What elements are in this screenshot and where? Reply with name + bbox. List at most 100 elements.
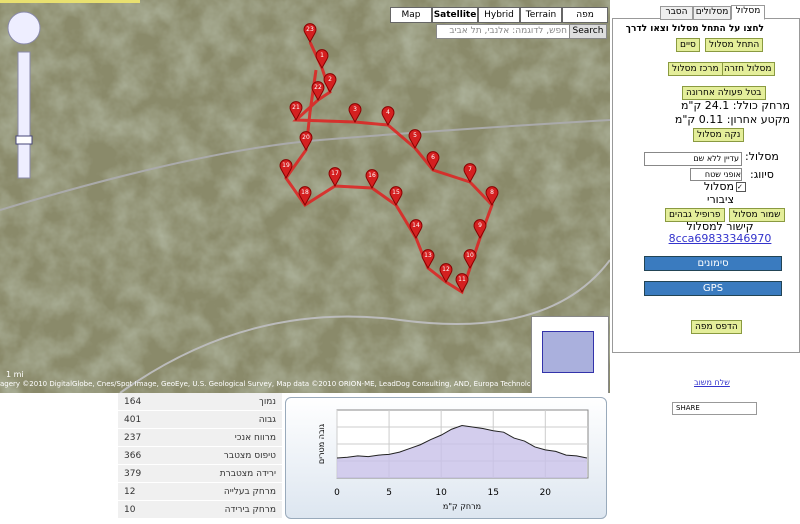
marks-button[interactable]: סימונים — [644, 256, 782, 271]
marker — [426, 151, 440, 172]
label: מסלול ציבורי — [703, 180, 734, 206]
marker-label: 19 — [282, 162, 290, 169]
marker — [408, 129, 422, 150]
scale: 1 mi — [6, 370, 24, 379]
road — [0, 119, 610, 211]
marker-label: 5 — [413, 132, 417, 139]
stats-table: נמוך 164 גבוה 401 מרווח אנכי 237 טיפוס מצטבר 36… — [118, 393, 282, 519]
zoom-slider[interactable] — [17, 51, 31, 179]
map-type[interactable]: Terrain — [520, 7, 562, 23]
road — [119, 259, 610, 393]
search-button[interactable]: Search — [569, 24, 607, 39]
marker-label: 9 — [478, 222, 482, 229]
stat-value: 164 — [124, 396, 142, 407]
route-link[interactable]: 8cca69833346970 — [668, 232, 772, 245]
stat-value: 366 — [124, 450, 142, 461]
route-name-input[interactable]: עדיין ללא שם — [644, 152, 742, 166]
attribution: agery ©2010 DigitalGlobe, Cnes/Spot Imag… — [0, 380, 530, 388]
marker-label: 14 — [412, 222, 420, 229]
class-select[interactable]: אופני שטח — [690, 168, 742, 181]
marker-label: 23 — [306, 26, 314, 33]
button[interactable]: נקה מסלול — [693, 128, 745, 142]
button[interactable]: פרופיל גבהים — [665, 208, 725, 222]
stat-label: מרחק בעלייה — [223, 486, 276, 497]
marker-label: 2 — [328, 76, 332, 83]
marker-label: 17 — [331, 170, 339, 177]
stat-label: ירידה מצטברת — [219, 468, 276, 479]
zoom-handle[interactable] — [15, 135, 33, 145]
stats-row: ירידה מצטברת 379 — [118, 465, 282, 483]
button[interactable]: בטל פעולה אחרונה — [682, 86, 766, 100]
tab[interactable]: מסלול — [731, 5, 765, 20]
stats-row: גבוה 401 — [118, 411, 282, 429]
marker-label: 7 — [468, 166, 472, 173]
elevation-panel — [285, 397, 607, 519]
marker — [439, 263, 453, 284]
zoom-control[interactable] — [4, 8, 44, 188]
marker — [279, 159, 293, 180]
stat-label: מרווח אנכי — [234, 432, 276, 443]
button[interactable]: הדפס מפה — [691, 320, 742, 334]
stats-row: טיפוס מצטבר 366 — [118, 447, 282, 465]
marker — [421, 249, 435, 270]
stat-value: 401 — [124, 414, 142, 425]
stat-label: מרחק בירידה — [224, 504, 276, 515]
map[interactable]: 23 1 2 22 21 3 4 5 6 7 8 9 10 11 12 13 14 15 16 17 18 19 20 Ma… — [0, 0, 610, 393]
stats-row: נמוך 164 — [118, 393, 282, 411]
label: סיווג: — [750, 168, 774, 181]
map-type[interactable]: Satellite — [432, 7, 478, 23]
button[interactable]: מרכז מסלול — [668, 62, 723, 76]
link-label: קישור למסלול — [686, 220, 754, 233]
marker — [455, 273, 469, 294]
marker — [365, 169, 379, 190]
marker-label: 21 — [292, 104, 300, 111]
stats-row: מרחק בעלייה 12 — [118, 483, 282, 501]
marker-label: 11 — [458, 276, 466, 283]
marker — [409, 219, 423, 240]
pan-control[interactable] — [7, 11, 41, 45]
marker — [328, 167, 342, 188]
marker-label: 22 — [314, 84, 322, 91]
marker — [381, 106, 395, 127]
marker-label: 18 — [301, 189, 309, 196]
marker-label: 3 — [353, 106, 357, 113]
tab[interactable]: מסלולים — [693, 6, 731, 20]
marker — [323, 73, 337, 94]
button[interactable]: התחל מסלול — [705, 38, 764, 52]
feedback-link[interactable]: שלח משוב — [694, 378, 730, 387]
tab[interactable]: הסבר — [660, 6, 693, 20]
marker-label: 16 — [368, 172, 376, 179]
marker — [389, 186, 403, 207]
marker — [298, 186, 312, 207]
stat-value: 237 — [124, 432, 142, 443]
share-button[interactable]: SHARE — [672, 402, 757, 415]
marker-label: 12 — [442, 266, 450, 273]
last-segment: מקטע אחרון: 0.11 ק"מ — [674, 113, 790, 126]
marker-label: 4 — [386, 109, 390, 116]
marker — [315, 49, 329, 70]
map-type[interactable]: Hybrid — [478, 7, 520, 23]
stat-value: 10 — [124, 504, 136, 515]
button[interactable]: שמור מסלול — [729, 208, 785, 222]
map-type[interactable]: Map — [390, 7, 432, 23]
marker — [303, 23, 317, 44]
checkbox[interactable]: ✓ — [736, 182, 746, 192]
button[interactable]: סיים — [676, 38, 700, 52]
search-input[interactable]: חפש, לדוגמה: אלנבי, תל אביב — [436, 24, 570, 39]
map-type[interactable]: מפה — [562, 7, 608, 23]
marker-label: 6 — [431, 154, 435, 161]
marker — [485, 186, 499, 207]
button[interactable]: מסלול חזרה — [720, 62, 776, 76]
gps-button[interactable]: GPS — [644, 281, 782, 296]
marker — [299, 131, 313, 152]
stats-row: מרחק בירידה 10 — [118, 501, 282, 519]
marker-label: 10 — [466, 252, 474, 259]
stat-label: טיפוס מצטבר — [223, 450, 276, 461]
overview-map — [531, 316, 609, 393]
marker — [348, 103, 362, 124]
marker — [463, 249, 477, 270]
stat-label: נמוך — [258, 396, 276, 407]
